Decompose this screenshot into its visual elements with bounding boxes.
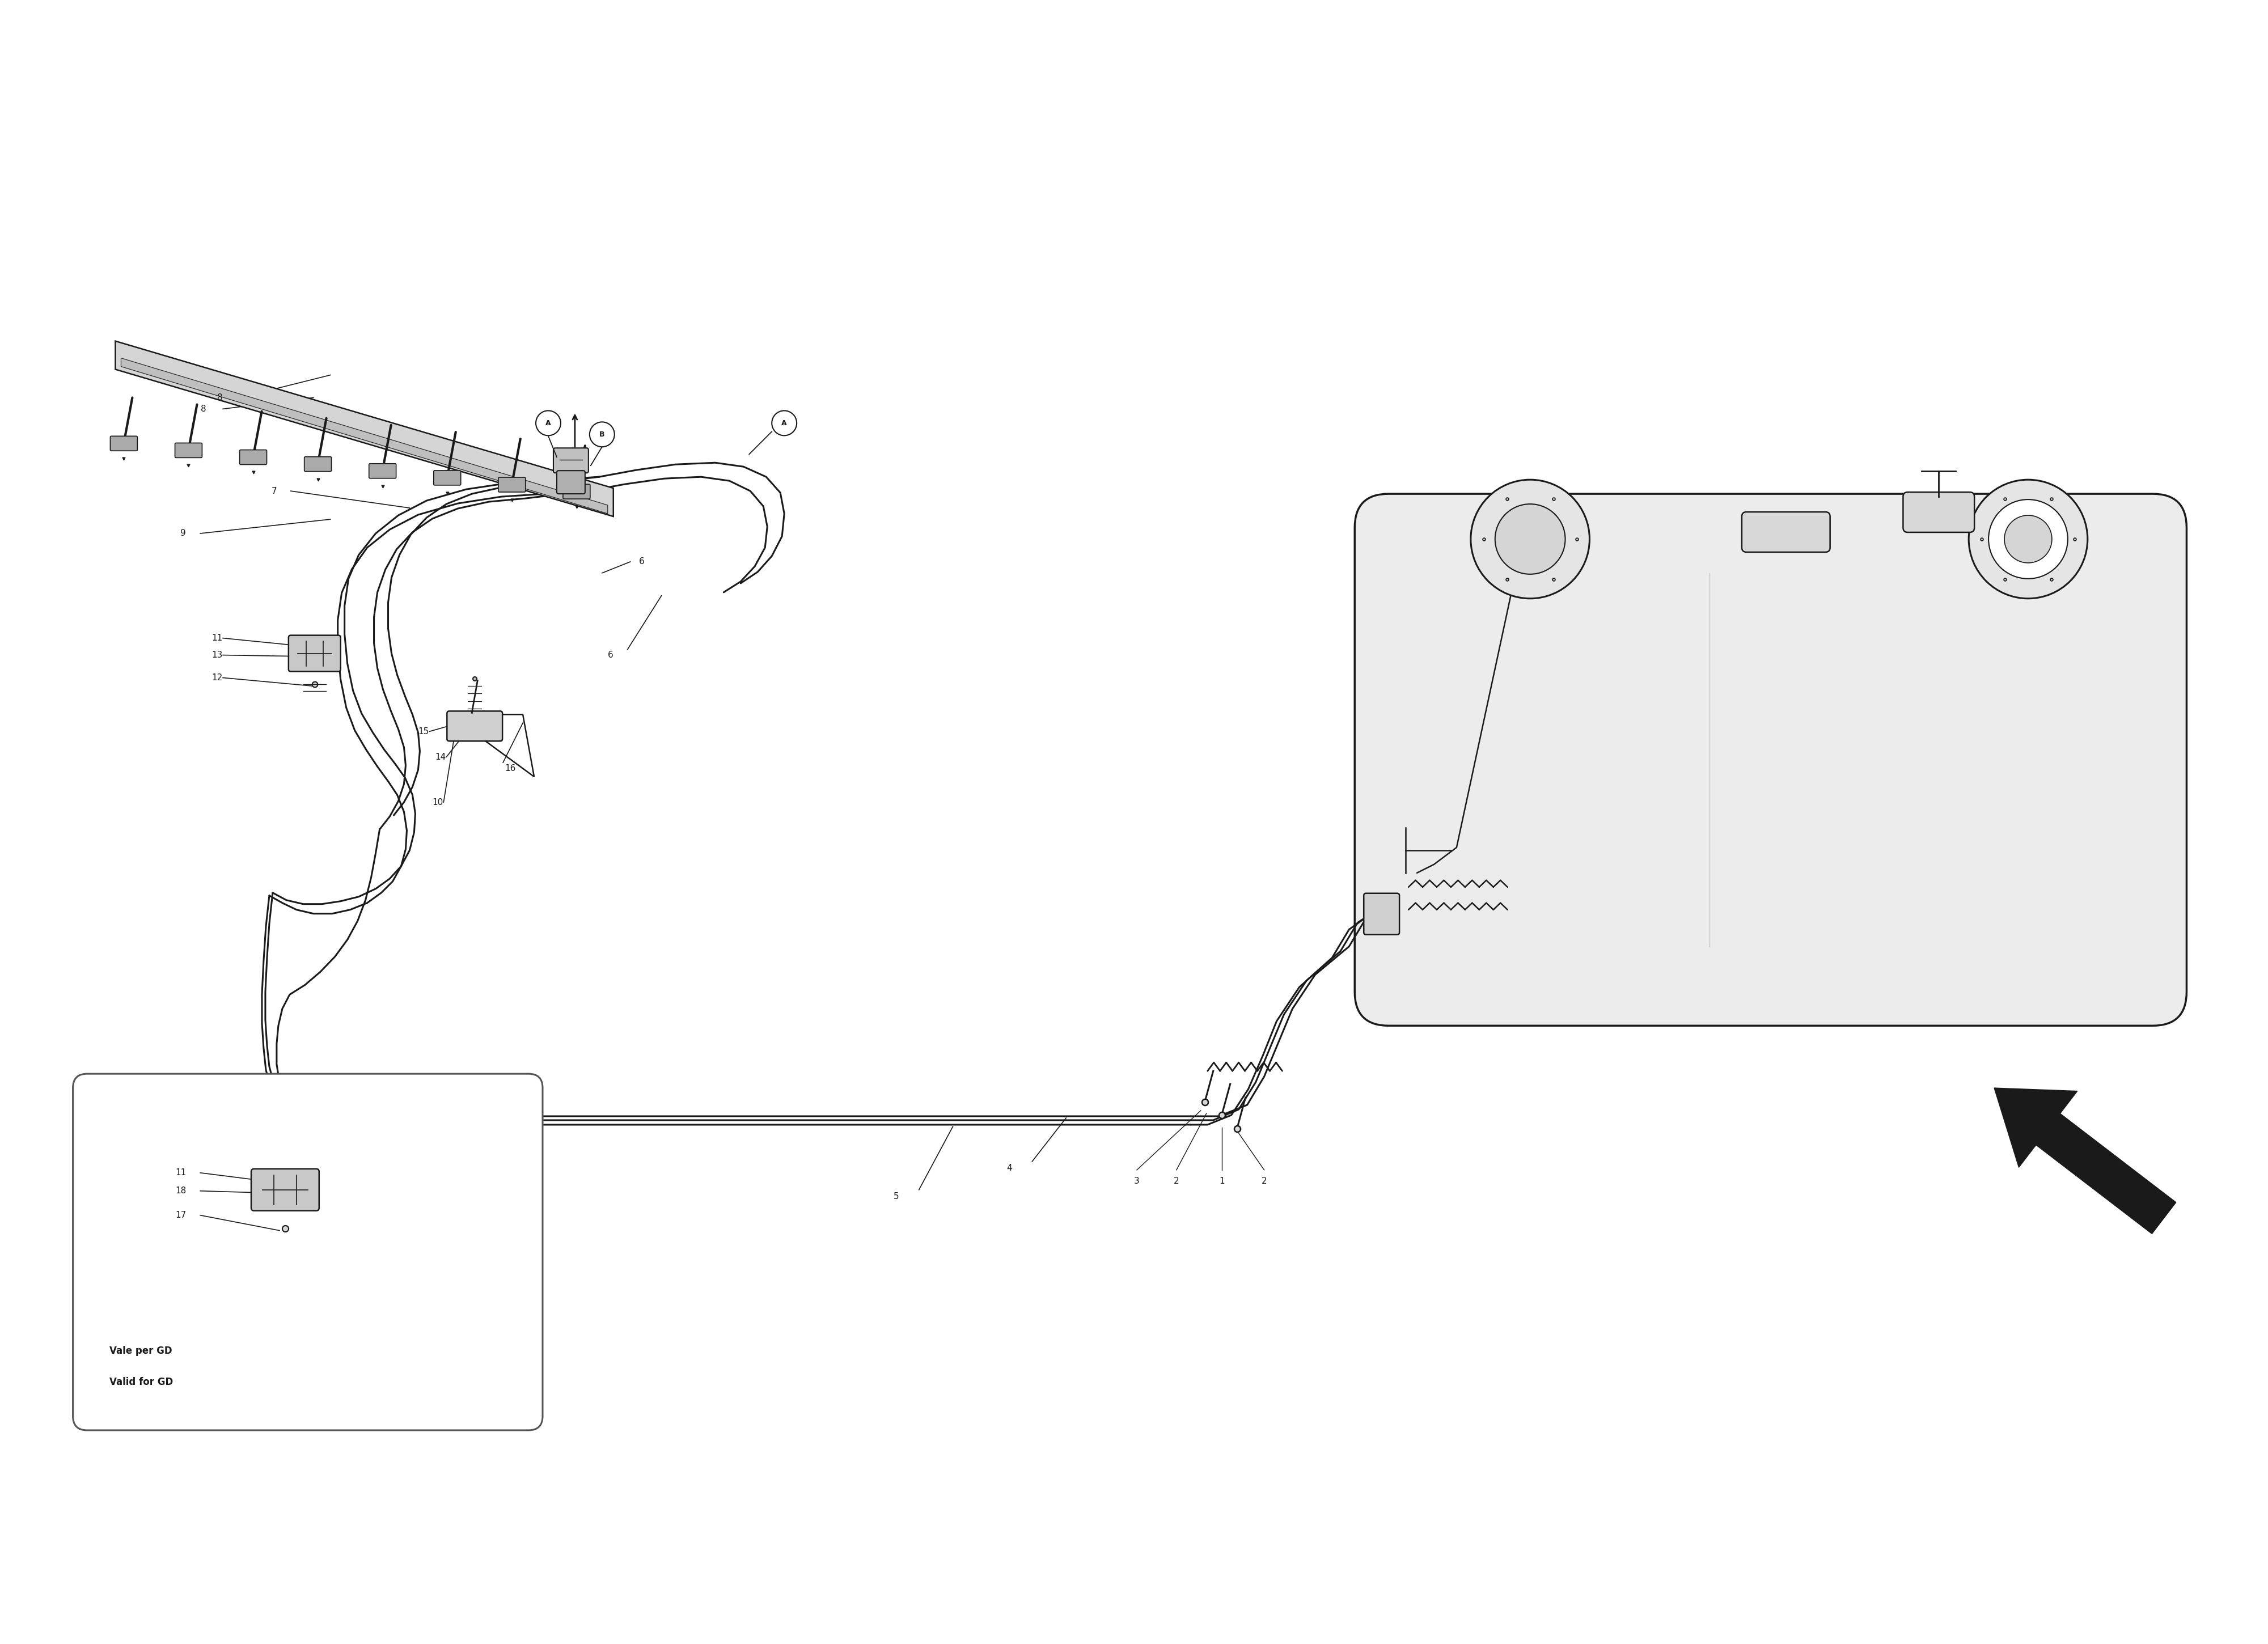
- FancyBboxPatch shape: [1903, 492, 1975, 533]
- Circle shape: [1969, 480, 2087, 598]
- Text: 3: 3: [1134, 1177, 1139, 1185]
- Polygon shape: [120, 358, 608, 513]
- FancyBboxPatch shape: [288, 635, 340, 671]
- FancyBboxPatch shape: [1742, 511, 1830, 552]
- Circle shape: [2005, 515, 2053, 562]
- Text: Vale per GD: Vale per GD: [109, 1346, 172, 1356]
- Polygon shape: [116, 340, 612, 516]
- Text: 4: 4: [1007, 1164, 1012, 1172]
- FancyBboxPatch shape: [553, 449, 587, 473]
- Text: 18: 18: [175, 1187, 186, 1195]
- FancyBboxPatch shape: [562, 485, 590, 498]
- Circle shape: [1470, 480, 1590, 598]
- Text: 7: 7: [272, 487, 277, 495]
- FancyBboxPatch shape: [499, 477, 526, 492]
- Text: 12: 12: [211, 674, 222, 682]
- Text: 16: 16: [506, 764, 515, 773]
- Text: 11: 11: [211, 635, 222, 643]
- Text: 10: 10: [433, 797, 442, 807]
- FancyBboxPatch shape: [111, 436, 138, 450]
- Text: 15: 15: [417, 727, 429, 737]
- Text: 14: 14: [435, 753, 447, 761]
- Text: 8: 8: [218, 393, 222, 401]
- Text: Valid for GD: Valid for GD: [109, 1378, 172, 1388]
- Circle shape: [1989, 500, 2068, 579]
- Text: 6: 6: [640, 557, 644, 566]
- FancyBboxPatch shape: [1354, 493, 2186, 1026]
- Text: 8: 8: [200, 404, 206, 413]
- Circle shape: [1495, 505, 1565, 574]
- FancyBboxPatch shape: [304, 457, 331, 472]
- Text: 9: 9: [181, 529, 186, 538]
- FancyBboxPatch shape: [175, 442, 202, 457]
- FancyBboxPatch shape: [433, 470, 460, 485]
- Circle shape: [535, 411, 560, 436]
- FancyBboxPatch shape: [1363, 893, 1399, 934]
- Text: B: B: [599, 431, 606, 437]
- Polygon shape: [1994, 1088, 2175, 1233]
- FancyBboxPatch shape: [73, 1074, 542, 1430]
- FancyBboxPatch shape: [447, 712, 503, 741]
- Text: 2: 2: [1175, 1177, 1179, 1185]
- FancyBboxPatch shape: [370, 464, 397, 478]
- Text: 1: 1: [1218, 1177, 1225, 1185]
- Text: A: A: [547, 419, 551, 427]
- Text: 6: 6: [608, 651, 612, 659]
- FancyBboxPatch shape: [240, 450, 268, 465]
- Text: A: A: [782, 419, 787, 427]
- Text: 5: 5: [894, 1192, 898, 1200]
- Text: 17: 17: [175, 1212, 186, 1220]
- Text: 2: 2: [1261, 1177, 1268, 1185]
- Text: 13: 13: [211, 651, 222, 659]
- Text: 11: 11: [175, 1169, 186, 1177]
- FancyBboxPatch shape: [252, 1169, 320, 1210]
- FancyBboxPatch shape: [556, 470, 585, 493]
- Circle shape: [590, 423, 615, 447]
- Circle shape: [771, 411, 796, 436]
